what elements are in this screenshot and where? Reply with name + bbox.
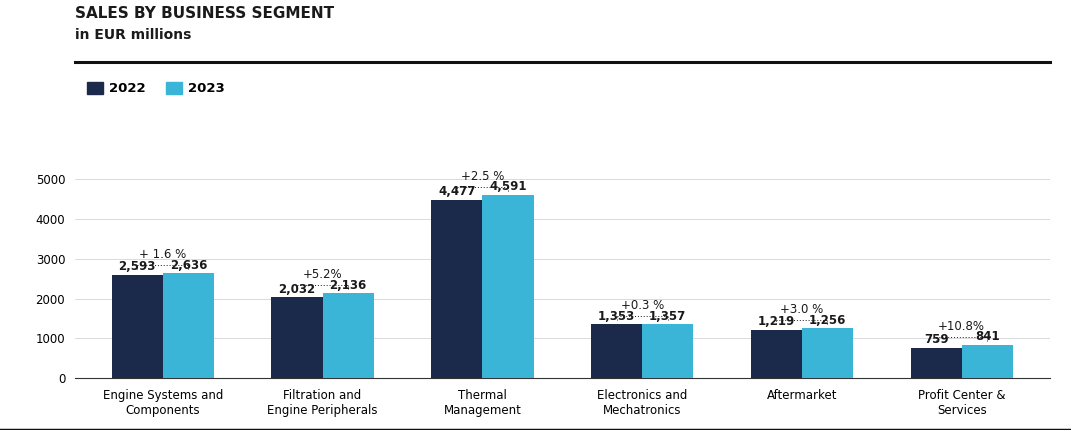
Bar [751,330,802,378]
Text: 759: 759 [924,334,949,347]
Text: 1,357: 1,357 [649,310,687,322]
Bar [910,348,962,378]
Text: 2,136: 2,136 [330,279,366,292]
Text: 1,353: 1,353 [598,310,635,323]
Bar [111,275,163,378]
Text: 841: 841 [975,330,999,343]
Bar [643,324,693,378]
Text: 1,219: 1,219 [758,315,795,328]
Text: + 1.6 %: + 1.6 % [139,248,186,261]
Text: SALES BY BUSINESS SEGMENT: SALES BY BUSINESS SEGMENT [75,6,334,22]
Text: +3.0 %: +3.0 % [781,303,824,316]
Bar [802,328,854,378]
Bar [322,293,374,378]
Text: +0.3 %: +0.3 % [620,299,664,312]
Bar [163,273,214,378]
Text: +5.2%: +5.2% [303,268,343,281]
Text: 2,032: 2,032 [278,283,316,296]
Bar [482,195,533,378]
Bar [962,345,1013,378]
Text: 4,477: 4,477 [438,185,476,198]
Text: in EUR millions: in EUR millions [75,28,192,42]
Text: 2,593: 2,593 [119,260,156,273]
Bar [271,297,322,378]
Text: +10.8%: +10.8% [938,320,985,333]
Legend: 2022, 2023: 2022, 2023 [81,77,230,101]
Text: 2,636: 2,636 [169,258,207,272]
Text: 4,591: 4,591 [489,181,527,194]
Bar [432,200,482,378]
Text: 1,256: 1,256 [809,313,846,327]
Text: +2.5 %: +2.5 % [461,170,504,183]
Bar [591,324,643,378]
